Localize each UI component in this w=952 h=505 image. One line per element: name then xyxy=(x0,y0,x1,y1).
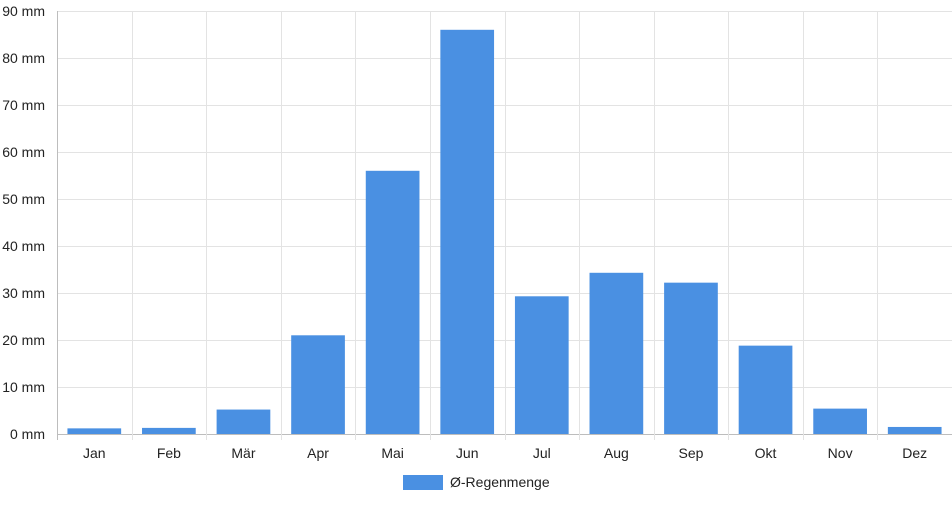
legend-swatch xyxy=(403,475,443,490)
bar-mai[interactable] xyxy=(365,170,420,435)
bar-sep[interactable] xyxy=(664,282,718,434)
y-tick-label: 60 mm xyxy=(2,144,45,160)
x-tick-label: Jan xyxy=(83,445,106,461)
x-tick-label: Mär xyxy=(231,445,255,461)
bar-mär[interactable] xyxy=(216,409,271,434)
y-tick-label: 90 mm xyxy=(2,3,45,19)
bar-jul[interactable] xyxy=(514,296,569,434)
y-tick-label: 40 mm xyxy=(2,238,45,254)
x-tick-label: Nov xyxy=(828,445,853,461)
y-tick-label: 10 mm xyxy=(2,379,45,395)
y-tick-label: 70 mm xyxy=(2,97,45,113)
y-tick-label: 20 mm xyxy=(2,332,45,348)
x-tick-label: Feb xyxy=(157,445,181,461)
x-tick-label: Sep xyxy=(678,445,703,461)
bar-feb[interactable] xyxy=(142,427,196,434)
legend[interactable]: Ø-Regenmenge xyxy=(403,474,550,490)
x-tick-label: Okt xyxy=(755,445,777,461)
x-tick-label: Jun xyxy=(456,445,479,461)
y-tick-label: 0 mm xyxy=(10,426,45,442)
y-tick-label: 80 mm xyxy=(2,50,45,66)
bar-nov[interactable] xyxy=(813,408,867,434)
x-tick-label: Mai xyxy=(381,445,404,461)
bar-dez[interactable] xyxy=(887,426,942,434)
label-layer: 0 mm 10 mm 20 mm 30 mm 40 mm 50 mm 60 mm 70 mm 8… xyxy=(2,3,927,461)
x-tick-label: Aug xyxy=(604,445,629,461)
bar-okt[interactable] xyxy=(738,345,793,434)
y-tick-label: 50 mm xyxy=(2,191,45,207)
legend-label: Ø-Regenmenge xyxy=(450,474,550,490)
bar-jan[interactable] xyxy=(67,428,122,434)
bar-jun[interactable] xyxy=(440,29,495,435)
x-tick-label: Dez xyxy=(902,445,927,461)
bar-layer xyxy=(67,29,942,435)
x-tick-label: Jul xyxy=(533,445,551,461)
x-tick-label: Apr xyxy=(307,445,329,461)
y-tick-label: 30 mm xyxy=(2,285,45,301)
bar-apr[interactable] xyxy=(291,335,345,434)
grid-layer xyxy=(57,11,952,440)
bar-aug[interactable] xyxy=(589,272,644,434)
